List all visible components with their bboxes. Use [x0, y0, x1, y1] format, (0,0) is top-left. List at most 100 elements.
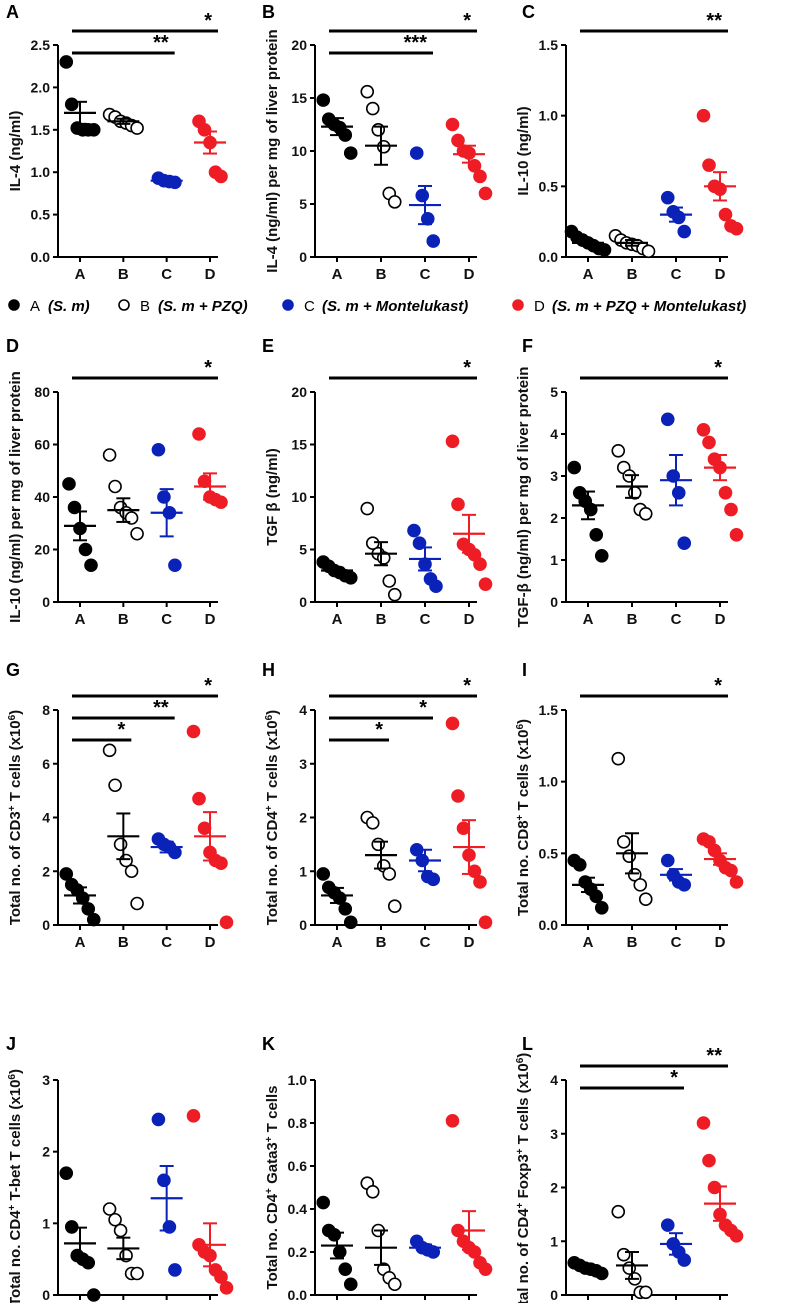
data-point-d [478, 1262, 493, 1276]
legend-marker-c [282, 299, 294, 311]
data-point-a [316, 1195, 331, 1210]
panel-K: K0.00.20.40.60.81.0ABCDTotal no. CD4+ Ga… [262, 1034, 493, 1303]
data-point-a [86, 912, 101, 927]
data-point-b [622, 849, 637, 864]
data-point-a [59, 867, 74, 881]
x-tick-label: C [161, 611, 172, 628]
y-tick-label: 20 [291, 384, 307, 400]
data-point-c [660, 412, 675, 427]
x-tick-label: B [118, 934, 129, 951]
x-tick-label: A [332, 266, 343, 283]
data-point-b [382, 574, 397, 588]
y-tick-label: 8 [42, 702, 50, 718]
data-point-a [572, 857, 587, 872]
legend-label: (S. m) [48, 298, 90, 315]
y-tick-label: 0.4 [288, 1201, 308, 1217]
x-tick-label: A [332, 611, 343, 628]
data-point-b [638, 892, 653, 907]
data-point-b [611, 443, 626, 458]
data-point-d [718, 485, 733, 500]
data-point-d [192, 791, 206, 806]
panel-H: H 0 1 2 3 4 A B C D Total no. of CD4+ T cells (x10… [262, 660, 493, 951]
panel-letter: A [6, 2, 19, 22]
data-point-a [567, 460, 582, 475]
data-point-a [589, 527, 604, 542]
data-point-d [214, 1270, 228, 1284]
panel-letter: L [522, 1034, 533, 1054]
data-point-c [426, 872, 441, 887]
data-point-d [724, 502, 738, 517]
significance-label: * [714, 675, 722, 697]
x-tick-label: B [118, 266, 129, 283]
panel-G: G 0 2 4 6 8 A B C D Total no. of CD3+ T cells (x10… [6, 660, 234, 951]
data-point-a [86, 1288, 101, 1302]
y-tick-label: 0.5 [539, 178, 559, 194]
panel-E: E 0 5 10 15 20 A B C D TGF β (ng/ml) * [262, 336, 493, 628]
data-point-b [387, 587, 402, 602]
panel-J: J0123ABCDTotal no. CD4+ T-bet T cells (x… [6, 1034, 234, 1303]
legend-letter: A [30, 298, 40, 315]
data-point-a [338, 902, 353, 916]
y-tick-label: 2 [550, 1180, 558, 1196]
x-tick-label: C [420, 611, 431, 628]
panel-B: B 0 5 10 15 20 A B C D IL-4 (ng/ml) per mg of live… [262, 2, 493, 283]
data-point-a [316, 93, 331, 107]
panel-letter: G [6, 660, 20, 680]
x-tick-label: C [161, 266, 172, 283]
data-point-a [343, 146, 358, 160]
data-point-b [360, 84, 375, 99]
y-tick-label: 0 [42, 594, 50, 610]
data-point-a [332, 1245, 347, 1259]
x-tick-label: B [627, 934, 638, 951]
data-point-b [130, 121, 144, 135]
data-point-d [473, 875, 487, 889]
y-tick-label: 3 [42, 1072, 50, 1088]
data-point-c [426, 234, 441, 248]
data-point-b [108, 1212, 122, 1227]
panel-letter: B [262, 2, 275, 22]
data-point-a [343, 915, 358, 930]
data-point-b [616, 835, 631, 849]
x-tick-label: D [205, 266, 216, 283]
data-point-c [660, 190, 675, 205]
data-point-c [151, 1112, 166, 1127]
data-point-d [702, 158, 716, 172]
data-point-d [451, 789, 465, 803]
y-tick-label: 10 [291, 489, 307, 505]
data-point-b [113, 1223, 128, 1238]
data-point-b [102, 743, 117, 758]
data-point-a [62, 477, 76, 491]
y-tick-label: 0 [550, 594, 558, 610]
x-tick-label: D [464, 934, 475, 951]
data-point-c [671, 485, 686, 500]
y-tick-label: 15 [291, 437, 307, 453]
legend: A (S. m) B (S. m + PZQ) C (S. m + Montelukast… [8, 298, 746, 315]
y-tick-label: 1 [299, 863, 307, 879]
x-tick-label: B [627, 266, 638, 283]
y-tick-label: 1.0 [31, 164, 51, 180]
data-point-a [78, 542, 93, 557]
y-tick-label: 15 [291, 90, 307, 106]
significance-label: ** [153, 32, 169, 54]
data-point-c [677, 1253, 692, 1267]
y-tick-label: 0 [550, 1287, 558, 1303]
significance-label: * [204, 675, 212, 697]
x-tick-label: D [715, 266, 726, 283]
significance-label: * [714, 357, 722, 379]
data-point-a [81, 902, 96, 916]
significance-label: * [463, 675, 471, 697]
x-tick-label: B [376, 934, 387, 951]
data-point-d [197, 821, 212, 836]
y-tick-label: 20 [291, 37, 307, 53]
significance-label: ** [706, 1045, 722, 1067]
panel-letter: I [522, 660, 527, 680]
data-point-d [445, 117, 460, 132]
x-tick-label: A [583, 934, 594, 951]
data-point-b [130, 526, 144, 541]
x-tick-label: A [75, 934, 86, 951]
data-point-c [660, 1218, 675, 1232]
data-point-c [660, 853, 675, 868]
y-axis-title: IL-10 (ng/ml) per mg of liver protein [7, 371, 24, 623]
legend-marker-a [8, 299, 20, 311]
y-tick-label: 0.0 [539, 917, 559, 933]
